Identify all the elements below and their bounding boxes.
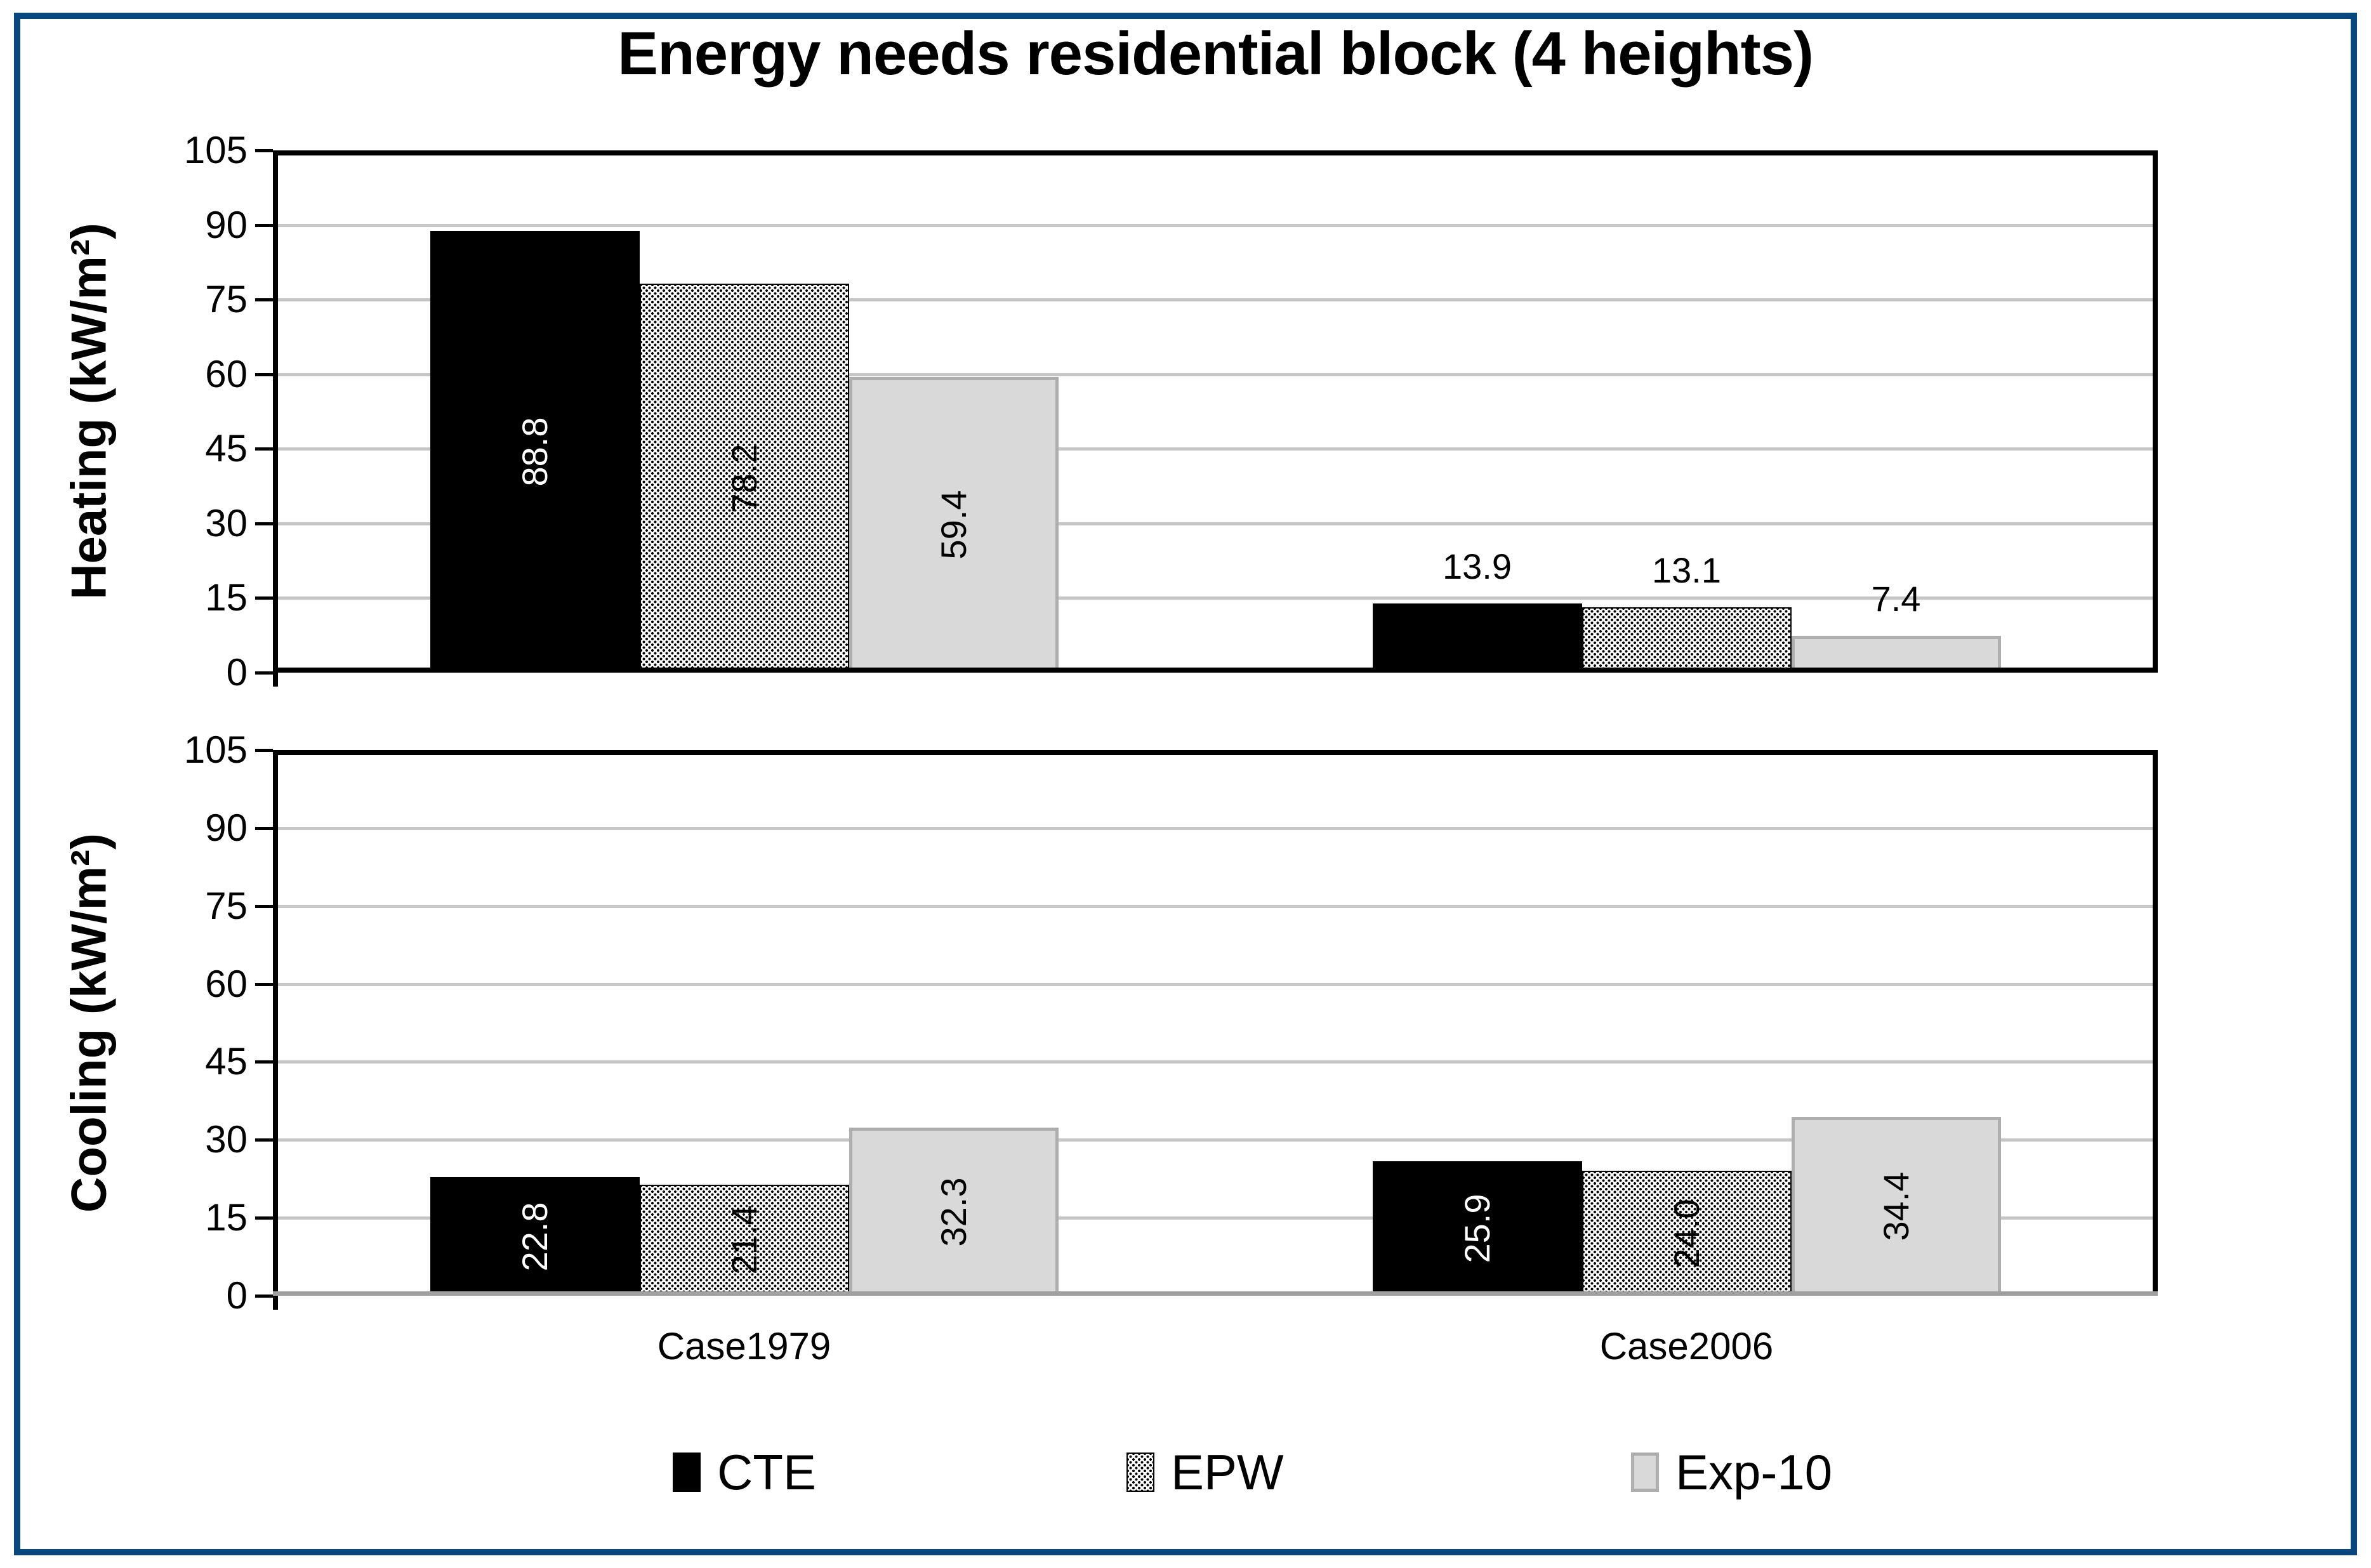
bar-value-label: 13.9 bbox=[1443, 546, 1512, 587]
gridline bbox=[278, 904, 2153, 908]
plot-baseline bbox=[273, 1291, 2158, 1296]
y-axis-tick-label: 0 bbox=[226, 1274, 248, 1317]
y-axis-tick bbox=[255, 447, 273, 451]
y-axis-tick-label: 45 bbox=[205, 1040, 248, 1083]
gridline bbox=[278, 223, 2153, 227]
y-axis-tick-label: 90 bbox=[205, 203, 248, 246]
y-axis-tick bbox=[255, 596, 273, 600]
y-axis-tick-label: 30 bbox=[205, 501, 248, 544]
y-axis-tick-label: 30 bbox=[205, 1118, 248, 1161]
y-axis-tick bbox=[255, 749, 273, 752]
y-axis-tick bbox=[255, 1216, 273, 1220]
y-axis-tick bbox=[255, 671, 273, 675]
bar-epw-case1979 bbox=[639, 284, 849, 673]
bar-epw-case1979 bbox=[639, 1184, 849, 1296]
y-axis-tick-label: 75 bbox=[205, 278, 248, 321]
bar-value-label: 88.8 bbox=[514, 417, 555, 487]
bar-cte-case1979 bbox=[430, 1177, 640, 1296]
gridline bbox=[278, 447, 2153, 451]
legend-swatch-exp10 bbox=[1631, 1453, 1659, 1492]
legend-label: Exp-10 bbox=[1675, 1444, 1833, 1500]
bar-cte-case2006 bbox=[1372, 603, 1582, 673]
y-axis-tick bbox=[255, 522, 273, 525]
bar-epw-case2006 bbox=[1582, 607, 1792, 673]
gridline bbox=[278, 1216, 2153, 1220]
bar-cte-case1979 bbox=[430, 230, 640, 673]
category-label-case2006: Case2006 bbox=[1599, 1325, 1774, 1367]
heating-plot: 88.8 78.2 59.4 13.9 13.1 7.4 bbox=[273, 150, 2158, 673]
y-axis-tick bbox=[255, 372, 273, 376]
gridline bbox=[278, 596, 2153, 600]
bar-value-label: 32.3 bbox=[933, 1177, 974, 1247]
y-axis-tick bbox=[255, 298, 273, 302]
bar-epw-case2006 bbox=[1582, 1171, 1792, 1296]
y-axis-tick-label: 0 bbox=[226, 651, 248, 694]
bar-cte-case2006 bbox=[1372, 1161, 1582, 1296]
bar-exp-10-case1979 bbox=[849, 377, 1059, 673]
bar-value-label: 59.4 bbox=[933, 490, 974, 560]
legend-swatch-cte bbox=[673, 1453, 701, 1492]
gridline bbox=[278, 826, 2153, 830]
legend-item-epw: EPW bbox=[1126, 1444, 1284, 1500]
gridline bbox=[278, 372, 2153, 376]
plot-border-top bbox=[273, 750, 2158, 755]
category-label-case1979: Case1979 bbox=[657, 1325, 831, 1367]
y-axis-tick-label: 60 bbox=[205, 962, 248, 1005]
bar-exp-10-case1979 bbox=[849, 1128, 1059, 1296]
plot-baseline bbox=[273, 668, 2158, 673]
bar-value-label: 24.0 bbox=[1666, 1199, 1707, 1268]
gridline bbox=[278, 298, 2153, 302]
bar-exp-10-case2006 bbox=[1791, 1117, 2001, 1296]
plot-border-left bbox=[273, 750, 278, 1296]
bar-value-label: 34.4 bbox=[1875, 1171, 1916, 1241]
bar-value-label: 13.1 bbox=[1652, 550, 1721, 591]
bar-value-label: 25.9 bbox=[1456, 1194, 1497, 1263]
y-axis-tick-label: 45 bbox=[205, 427, 248, 470]
bar-value-label: 7.4 bbox=[1871, 578, 1921, 619]
legend-item-exp-10: Exp-10 bbox=[1631, 1444, 1833, 1500]
legend-swatch-epw bbox=[1126, 1453, 1154, 1492]
legend-item-cte: CTE bbox=[673, 1444, 816, 1500]
gridline bbox=[278, 1060, 2153, 1064]
y-axis-tick bbox=[255, 1138, 273, 1142]
plot-border-right bbox=[2153, 150, 2158, 673]
y-axis-tick-label: 15 bbox=[205, 576, 248, 619]
y-axis-tick bbox=[255, 1060, 273, 1064]
y-axis-tick bbox=[255, 149, 273, 152]
cooling-plot: 22.8 21.4 32.3 25.9 24.0 34.4 bbox=[273, 750, 2158, 1296]
y-axis-tick bbox=[255, 1295, 273, 1298]
legend-label: EPW bbox=[1171, 1444, 1284, 1500]
y-axis-tick-label: 90 bbox=[205, 806, 248, 849]
gridline bbox=[278, 982, 2153, 986]
chart-title: Energy needs residential block (4 height… bbox=[618, 20, 1814, 88]
bar-value-label: 22.8 bbox=[514, 1202, 555, 1272]
legend-label: CTE bbox=[717, 1444, 816, 1500]
plot-border-left bbox=[273, 150, 278, 673]
y-axis-tick bbox=[255, 826, 273, 830]
gridline bbox=[278, 522, 2153, 525]
y-axis-tick bbox=[255, 982, 273, 986]
y-axis-tick-label: 105 bbox=[183, 129, 248, 171]
y-axis-tick-label: 15 bbox=[205, 1196, 248, 1239]
y-axis-tick bbox=[255, 223, 273, 227]
y-axis-tick-label: 60 bbox=[205, 352, 248, 395]
plot-border-top bbox=[273, 150, 2158, 155]
y-axis-overhang bbox=[273, 1296, 278, 1310]
y-axis-overhang bbox=[273, 673, 278, 687]
y-axis-tick-label: 75 bbox=[205, 884, 248, 927]
bar-value-label: 21.4 bbox=[723, 1205, 764, 1275]
plot-border-right bbox=[2153, 750, 2158, 1296]
y-axis-tick bbox=[255, 904, 273, 908]
gridline bbox=[278, 1138, 2153, 1142]
bar-value-label: 78.2 bbox=[723, 444, 764, 513]
y-axis-tick-label: 105 bbox=[183, 728, 248, 771]
